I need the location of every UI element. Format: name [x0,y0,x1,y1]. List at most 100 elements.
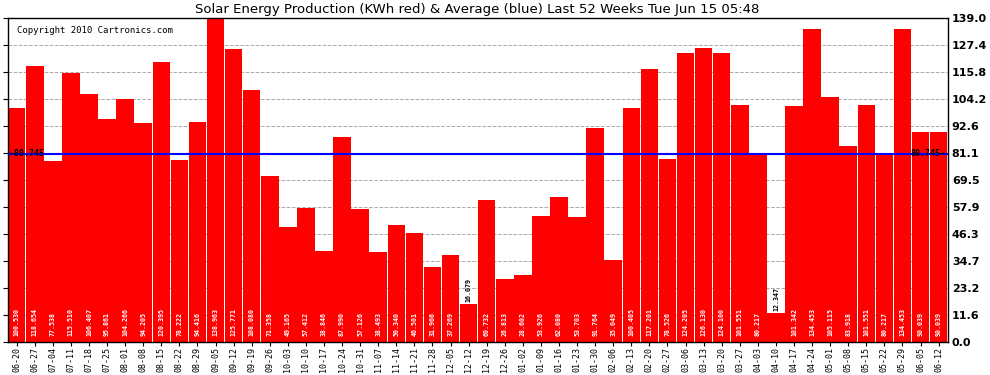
Text: 53.703: 53.703 [574,312,580,336]
Text: 28.602: 28.602 [520,312,526,336]
Text: 94.416: 94.416 [194,312,200,336]
Bar [713,53,731,342]
Text: 53.926: 53.926 [538,312,544,336]
Text: 134.453: 134.453 [809,308,815,336]
Text: 125.771: 125.771 [231,308,237,336]
Bar [297,208,315,342]
Text: 78.526: 78.526 [664,312,670,336]
Text: ←80.745: ←80.745 [10,149,45,158]
Text: 100.405: 100.405 [629,308,635,336]
Bar [749,155,766,342]
Text: 31.966: 31.966 [430,312,436,336]
Bar [117,99,134,342]
Bar [930,132,947,342]
Bar [496,279,514,342]
Bar [478,200,495,342]
Text: 117.201: 117.201 [646,308,652,336]
Text: 57.412: 57.412 [303,312,309,336]
Text: 100.530: 100.530 [14,308,20,336]
Bar [279,227,297,342]
Text: 50.340: 50.340 [393,312,399,336]
Text: 118.654: 118.654 [32,308,38,336]
Text: 38.846: 38.846 [321,312,327,336]
Bar [243,90,260,342]
Text: 46.501: 46.501 [412,312,418,336]
Bar [261,176,278,342]
Bar [98,118,116,342]
Text: Copyright 2010 Cartronics.com: Copyright 2010 Cartronics.com [17,26,173,35]
Bar [8,108,26,342]
Text: 87.990: 87.990 [340,312,346,336]
Text: 91.764: 91.764 [592,312,598,336]
Bar [62,73,79,342]
Bar [568,217,586,342]
Bar [424,267,442,342]
Text: 49.165: 49.165 [285,312,291,336]
Bar [912,132,930,342]
Text: 77.538: 77.538 [50,312,55,336]
Bar [658,159,676,342]
Text: 94.205: 94.205 [141,312,147,336]
Text: 104.266: 104.266 [122,308,128,336]
Text: 78.222: 78.222 [176,312,182,336]
Bar [225,49,243,342]
Bar [80,94,98,342]
Text: 83.918: 83.918 [845,312,851,336]
Bar [677,53,694,342]
Text: 26.813: 26.813 [502,312,508,336]
Bar [189,122,206,342]
Text: 105.115: 105.115 [828,308,834,336]
Text: 101.551: 101.551 [737,308,742,336]
Text: 138.963: 138.963 [213,308,219,336]
Bar [152,62,170,342]
Bar [334,137,350,342]
Text: 101.551: 101.551 [863,308,869,336]
Bar [623,108,641,342]
Bar [586,128,604,342]
Bar [406,234,423,342]
Text: 16.079: 16.079 [465,278,471,302]
Bar [840,147,857,342]
Bar [894,29,911,342]
Bar [387,225,405,342]
Bar [26,66,44,342]
Text: 126.130: 126.130 [701,308,707,336]
Bar [731,105,748,342]
Text: 80.217: 80.217 [754,312,761,336]
Bar [45,161,61,342]
Text: 71.358: 71.358 [266,312,273,336]
Text: 120.395: 120.395 [158,308,164,336]
Bar [605,260,622,342]
Bar [695,48,713,342]
Bar [514,275,532,342]
Text: 57.126: 57.126 [357,312,363,336]
Text: 90.039: 90.039 [936,312,941,336]
Text: 80.217: 80.217 [881,312,887,336]
Text: 62.080: 62.080 [556,312,562,336]
Text: 60.732: 60.732 [484,312,490,336]
Bar [170,160,188,342]
Bar [533,216,549,342]
Bar [135,123,152,342]
Bar [442,255,459,342]
Text: 38.493: 38.493 [375,312,381,336]
Text: 12.347: 12.347 [773,286,779,310]
Text: 134.453: 134.453 [900,308,906,336]
Text: 108.080: 108.080 [248,308,254,336]
Bar [767,313,785,342]
Text: 95.861: 95.861 [104,312,110,336]
Bar [785,106,803,342]
Bar [875,155,893,342]
Text: 35.049: 35.049 [610,312,616,336]
Text: 101.342: 101.342 [791,308,797,336]
Bar [822,97,839,342]
Text: 80.745→: 80.745→ [911,149,945,158]
Bar [351,209,369,342]
Bar [550,197,568,342]
Text: 115.510: 115.510 [68,308,74,336]
Bar [857,105,875,342]
Bar [315,251,333,342]
Bar [459,304,477,342]
Bar [369,252,387,342]
Text: 124.100: 124.100 [719,308,725,336]
